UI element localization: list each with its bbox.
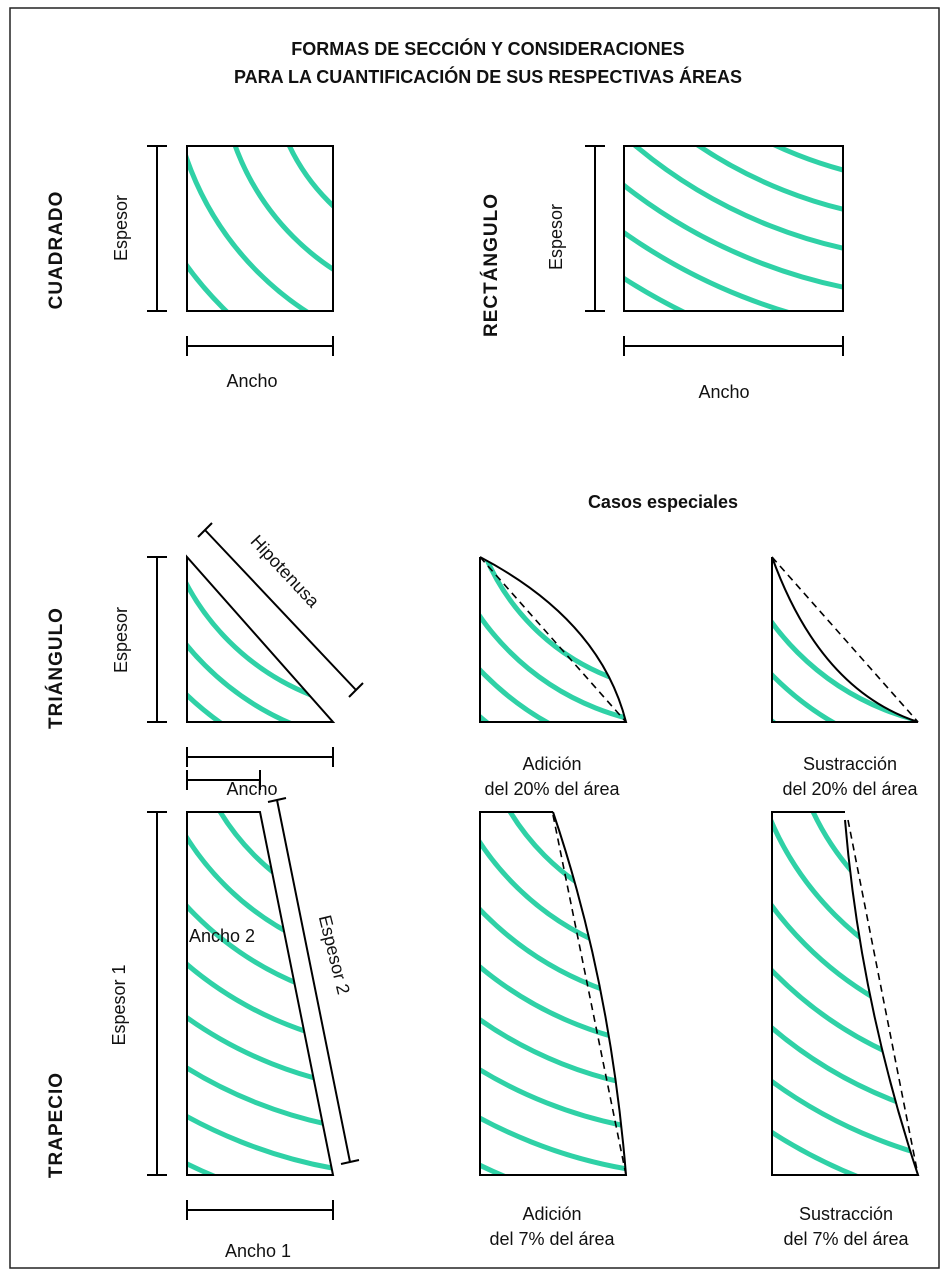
grain-line	[567, 557, 626, 593]
grain-line	[187, 557, 333, 722]
trapezoid	[186, 811, 335, 1176]
grain-line	[187, 557, 333, 715]
grain-line	[480, 812, 626, 1011]
frame	[9, 7, 940, 1269]
case-label: Adición	[522, 1204, 581, 1224]
dimension	[147, 522, 364, 767]
reference-line	[552, 814, 627, 1176]
grain-line	[772, 812, 918, 1175]
grain-line	[772, 557, 918, 722]
grain-line	[499, 557, 626, 661]
subtitle: Casos especiales	[588, 492, 738, 512]
title: FORMAS DE SECCIÓN Y CONSIDERACIONES	[291, 38, 684, 59]
grain-line	[480, 812, 626, 1095]
dim-label: Ancho	[698, 382, 749, 402]
case-label: Sustracción	[803, 754, 897, 774]
dim-label: Ancho	[226, 779, 277, 799]
grain-line	[694, 146, 843, 212]
grain-line	[187, 557, 333, 722]
section-label: CUADRADO	[46, 191, 67, 310]
title: PARA LA CUANTIFICACIÓN DE SUS RESPECTIVA…	[234, 66, 742, 87]
case-label: Adición	[522, 754, 581, 774]
dim-label: Espesor 2	[315, 913, 354, 996]
case-label: del 7% del área	[783, 1229, 909, 1249]
triangle-addition	[479, 556, 628, 723]
grain-line	[187, 812, 333, 1175]
dim-label: Ancho	[226, 371, 277, 391]
grain-line	[772, 557, 918, 697]
grain-line	[187, 557, 333, 722]
grain-line	[187, 812, 333, 1095]
grain-line	[772, 557, 918, 722]
grain-line	[308, 0, 949, 412]
case-label: Sustracción	[799, 1204, 893, 1224]
dim-label: Espesor	[111, 607, 131, 673]
grain-line	[320, 0, 620, 210]
dim-label: Espesor	[546, 204, 566, 270]
triangle	[186, 554, 336, 723]
reference-line	[847, 819, 919, 1176]
grain-line	[187, 812, 333, 1175]
grain-group	[187, 812, 333, 1175]
grain-line	[771, 146, 843, 173]
grain-line	[187, 812, 333, 1011]
section-label: TRAPECIO	[46, 1072, 67, 1178]
grain-line	[772, 812, 918, 1175]
grain-line	[772, 812, 918, 1133]
reference-line	[479, 556, 627, 723]
grain-line	[772, 812, 918, 1049]
triangle-subtraction	[771, 556, 919, 723]
case-label: del 20% del área	[782, 779, 918, 799]
grain-line	[787, 557, 918, 663]
grain-line	[480, 557, 626, 722]
dimension	[585, 145, 844, 356]
grain-line	[187, 557, 333, 722]
grain-line	[480, 812, 626, 927]
grain-line	[187, 557, 333, 722]
grain-line	[772, 812, 918, 1091]
grain-line	[480, 557, 626, 722]
dim-label: Ancho 1	[225, 1241, 291, 1261]
dim-label: Hipotenusa	[247, 531, 324, 612]
dim-label: Espesor 1	[109, 964, 129, 1045]
grain-line	[189, 557, 333, 681]
grain-line	[187, 812, 333, 1137]
grain-line	[223, 557, 333, 647]
grain-line	[480, 557, 626, 695]
grain-line	[187, 261, 230, 311]
reference-line	[771, 556, 919, 723]
grain-line	[187, 812, 333, 1053]
grain-line	[650, 0, 949, 70]
dimension	[147, 770, 360, 1220]
square	[186, 145, 334, 312]
section-label: RECTÁNGULO	[480, 193, 502, 337]
dimension	[147, 145, 334, 356]
dim-label: Ancho 2	[189, 926, 255, 946]
case-label: del 20% del área	[484, 779, 620, 799]
rectangle	[623, 145, 844, 312]
section-label: TRIÁNGULO	[45, 607, 67, 729]
trapezoid-subtraction	[771, 811, 920, 1176]
grain-line	[772, 557, 918, 722]
case-label: del 7% del área	[489, 1229, 615, 1249]
grain-line	[533, 557, 626, 627]
dim-label: Espesor	[111, 195, 131, 261]
grain-line	[187, 812, 333, 927]
